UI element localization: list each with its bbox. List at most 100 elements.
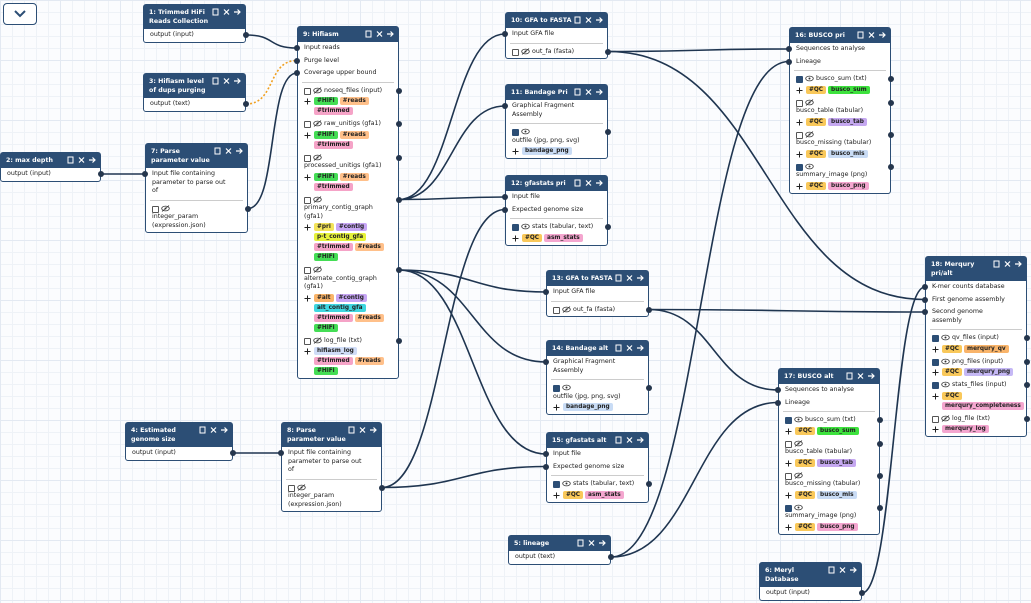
workflow-node[interactable]: 7: Parse parameter value Input file conta… bbox=[142, 143, 251, 233]
output-port[interactable] bbox=[859, 590, 865, 596]
workflow-node[interactable]: 4: Estimated genome size output (input) bbox=[125, 422, 236, 461]
workflow-node[interactable]: 5: lineage output (text) bbox=[508, 535, 614, 565]
workflow-node[interactable]: 6: Meryl Database output (input) bbox=[759, 562, 865, 601]
output-port[interactable] bbox=[605, 224, 611, 230]
connection bbox=[247, 72, 298, 210]
output-port[interactable] bbox=[230, 450, 236, 456]
output-port[interactable] bbox=[396, 267, 402, 273]
output-checkbox[interactable] bbox=[796, 76, 803, 83]
output-port[interactable] bbox=[1024, 382, 1030, 388]
output-checkbox[interactable] bbox=[785, 504, 792, 512]
output-port[interactable] bbox=[396, 121, 402, 127]
output-checkbox[interactable] bbox=[553, 385, 560, 392]
input-port[interactable] bbox=[922, 284, 928, 290]
workflow-node[interactable]: 16: BUSCO pri Sequences to analyse Lineage… bbox=[786, 27, 894, 194]
input-port[interactable] bbox=[543, 289, 549, 295]
output-checkbox[interactable] bbox=[288, 484, 295, 492]
output-checkbox[interactable] bbox=[796, 99, 803, 107]
input-port[interactable] bbox=[294, 57, 300, 64]
output-label: output (input) bbox=[132, 449, 176, 456]
input-port[interactable] bbox=[294, 45, 300, 51]
input-port[interactable] bbox=[922, 309, 928, 315]
output-port[interactable] bbox=[379, 484, 385, 491]
output-port[interactable] bbox=[396, 154, 402, 161]
output-port[interactable] bbox=[608, 554, 614, 560]
output-port[interactable] bbox=[646, 385, 652, 391]
output-checkbox[interactable] bbox=[553, 481, 560, 488]
output-port[interactable] bbox=[888, 163, 894, 170]
workflow-node[interactable]: 10: GFA to FASTA Input GFA file out_fa (fa… bbox=[502, 12, 611, 59]
workflow-node[interactable]: 12: gfastats pri Input file Expected genom… bbox=[502, 175, 611, 246]
output-checkbox[interactable] bbox=[152, 205, 159, 213]
output-checkbox[interactable] bbox=[932, 382, 939, 389]
input-port[interactable] bbox=[543, 463, 549, 470]
output-checkbox[interactable] bbox=[512, 224, 519, 231]
output-checkbox[interactable] bbox=[932, 358, 939, 366]
output-port[interactable] bbox=[646, 481, 652, 487]
output-port[interactable] bbox=[877, 417, 883, 423]
output-port[interactable] bbox=[1024, 415, 1030, 422]
input-port[interactable] bbox=[278, 450, 284, 456]
collapse-button[interactable] bbox=[3, 3, 37, 25]
workflow-node[interactable]: 2: max depth output (input) bbox=[0, 152, 104, 182]
workflow-node[interactable]: 14: Bandage alt Graphical Fragment Assemb… bbox=[543, 340, 652, 415]
output-checkbox[interactable] bbox=[932, 335, 939, 342]
workflow-node[interactable]: 13: GFA to FASTA Input GFA file out_fa (fa… bbox=[543, 270, 652, 317]
output-checkbox[interactable] bbox=[304, 87, 311, 95]
workflow-node[interactable]: 8: Parse parameter value Input file conta… bbox=[278, 422, 385, 512]
input-port[interactable] bbox=[775, 387, 781, 393]
output-port[interactable] bbox=[888, 76, 894, 82]
output-checkbox[interactable] bbox=[796, 131, 803, 139]
output-checkbox[interactable] bbox=[304, 154, 311, 162]
output-port[interactable] bbox=[396, 87, 402, 94]
workflow-node[interactable]: 15: gfastats alt Input file Expected genom… bbox=[543, 432, 652, 503]
input-port[interactable] bbox=[543, 359, 549, 365]
output-checkbox[interactable] bbox=[932, 415, 939, 423]
output-checkbox[interactable] bbox=[785, 440, 792, 448]
output-checkbox[interactable] bbox=[553, 306, 560, 314]
output-port[interactable] bbox=[243, 32, 249, 38]
workflow-node[interactable]: 17: BUSCO alt Sequences to analyse Lineage… bbox=[775, 368, 883, 535]
input-port[interactable] bbox=[786, 46, 792, 52]
output-port[interactable] bbox=[646, 306, 652, 313]
input-port[interactable] bbox=[922, 296, 928, 303]
workflow-node[interactable]: 1: Trimmed HiFi Reads Collection output (… bbox=[143, 4, 249, 43]
output-port[interactable] bbox=[1024, 358, 1030, 365]
output-port[interactable] bbox=[605, 129, 611, 135]
output-checkbox[interactable] bbox=[304, 196, 311, 204]
output-checkbox[interactable] bbox=[512, 129, 519, 136]
output-port[interactable] bbox=[605, 48, 611, 55]
output-port[interactable] bbox=[396, 337, 402, 344]
input-port[interactable] bbox=[502, 103, 508, 109]
input-port[interactable] bbox=[502, 194, 508, 200]
output-port[interactable] bbox=[396, 196, 402, 203]
workflow-node[interactable]: 11: Bandage Pri Graphical Fragment Assemb… bbox=[502, 84, 611, 159]
input-port[interactable] bbox=[142, 171, 148, 177]
input-port[interactable] bbox=[294, 70, 300, 76]
output-checkbox[interactable] bbox=[304, 267, 311, 274]
input-port[interactable] bbox=[786, 58, 792, 65]
input-port[interactable] bbox=[543, 451, 549, 457]
output-port[interactable] bbox=[888, 131, 894, 138]
output-checkbox[interactable] bbox=[512, 48, 519, 56]
input-port[interactable] bbox=[775, 399, 781, 406]
workflow-node[interactable]: 3: Hifiasm level of dups purging output (… bbox=[143, 73, 249, 112]
input-port[interactable] bbox=[502, 206, 508, 213]
output-port[interactable] bbox=[888, 99, 894, 106]
workflow-node[interactable]: 9: Hifiasm Input reads Purge level Coverage… bbox=[294, 26, 402, 379]
output-port[interactable] bbox=[1024, 335, 1030, 341]
output-checkbox[interactable] bbox=[796, 163, 803, 171]
output-port[interactable] bbox=[98, 171, 104, 177]
output-checkbox[interactable] bbox=[785, 417, 792, 424]
output-checkbox[interactable] bbox=[785, 472, 792, 480]
output-port[interactable] bbox=[245, 205, 251, 212]
output-checkbox[interactable] bbox=[304, 337, 311, 345]
output-port[interactable] bbox=[243, 101, 249, 107]
workflow-node[interactable]: 18: Merqury pri/alt K-mer counts database… bbox=[922, 256, 1030, 437]
tag: #QC bbox=[795, 522, 816, 531]
output-port[interactable] bbox=[877, 440, 883, 447]
output-port[interactable] bbox=[877, 504, 883, 511]
output-port[interactable] bbox=[877, 472, 883, 479]
output-checkbox[interactable] bbox=[304, 121, 311, 128]
input-port[interactable] bbox=[502, 31, 508, 37]
